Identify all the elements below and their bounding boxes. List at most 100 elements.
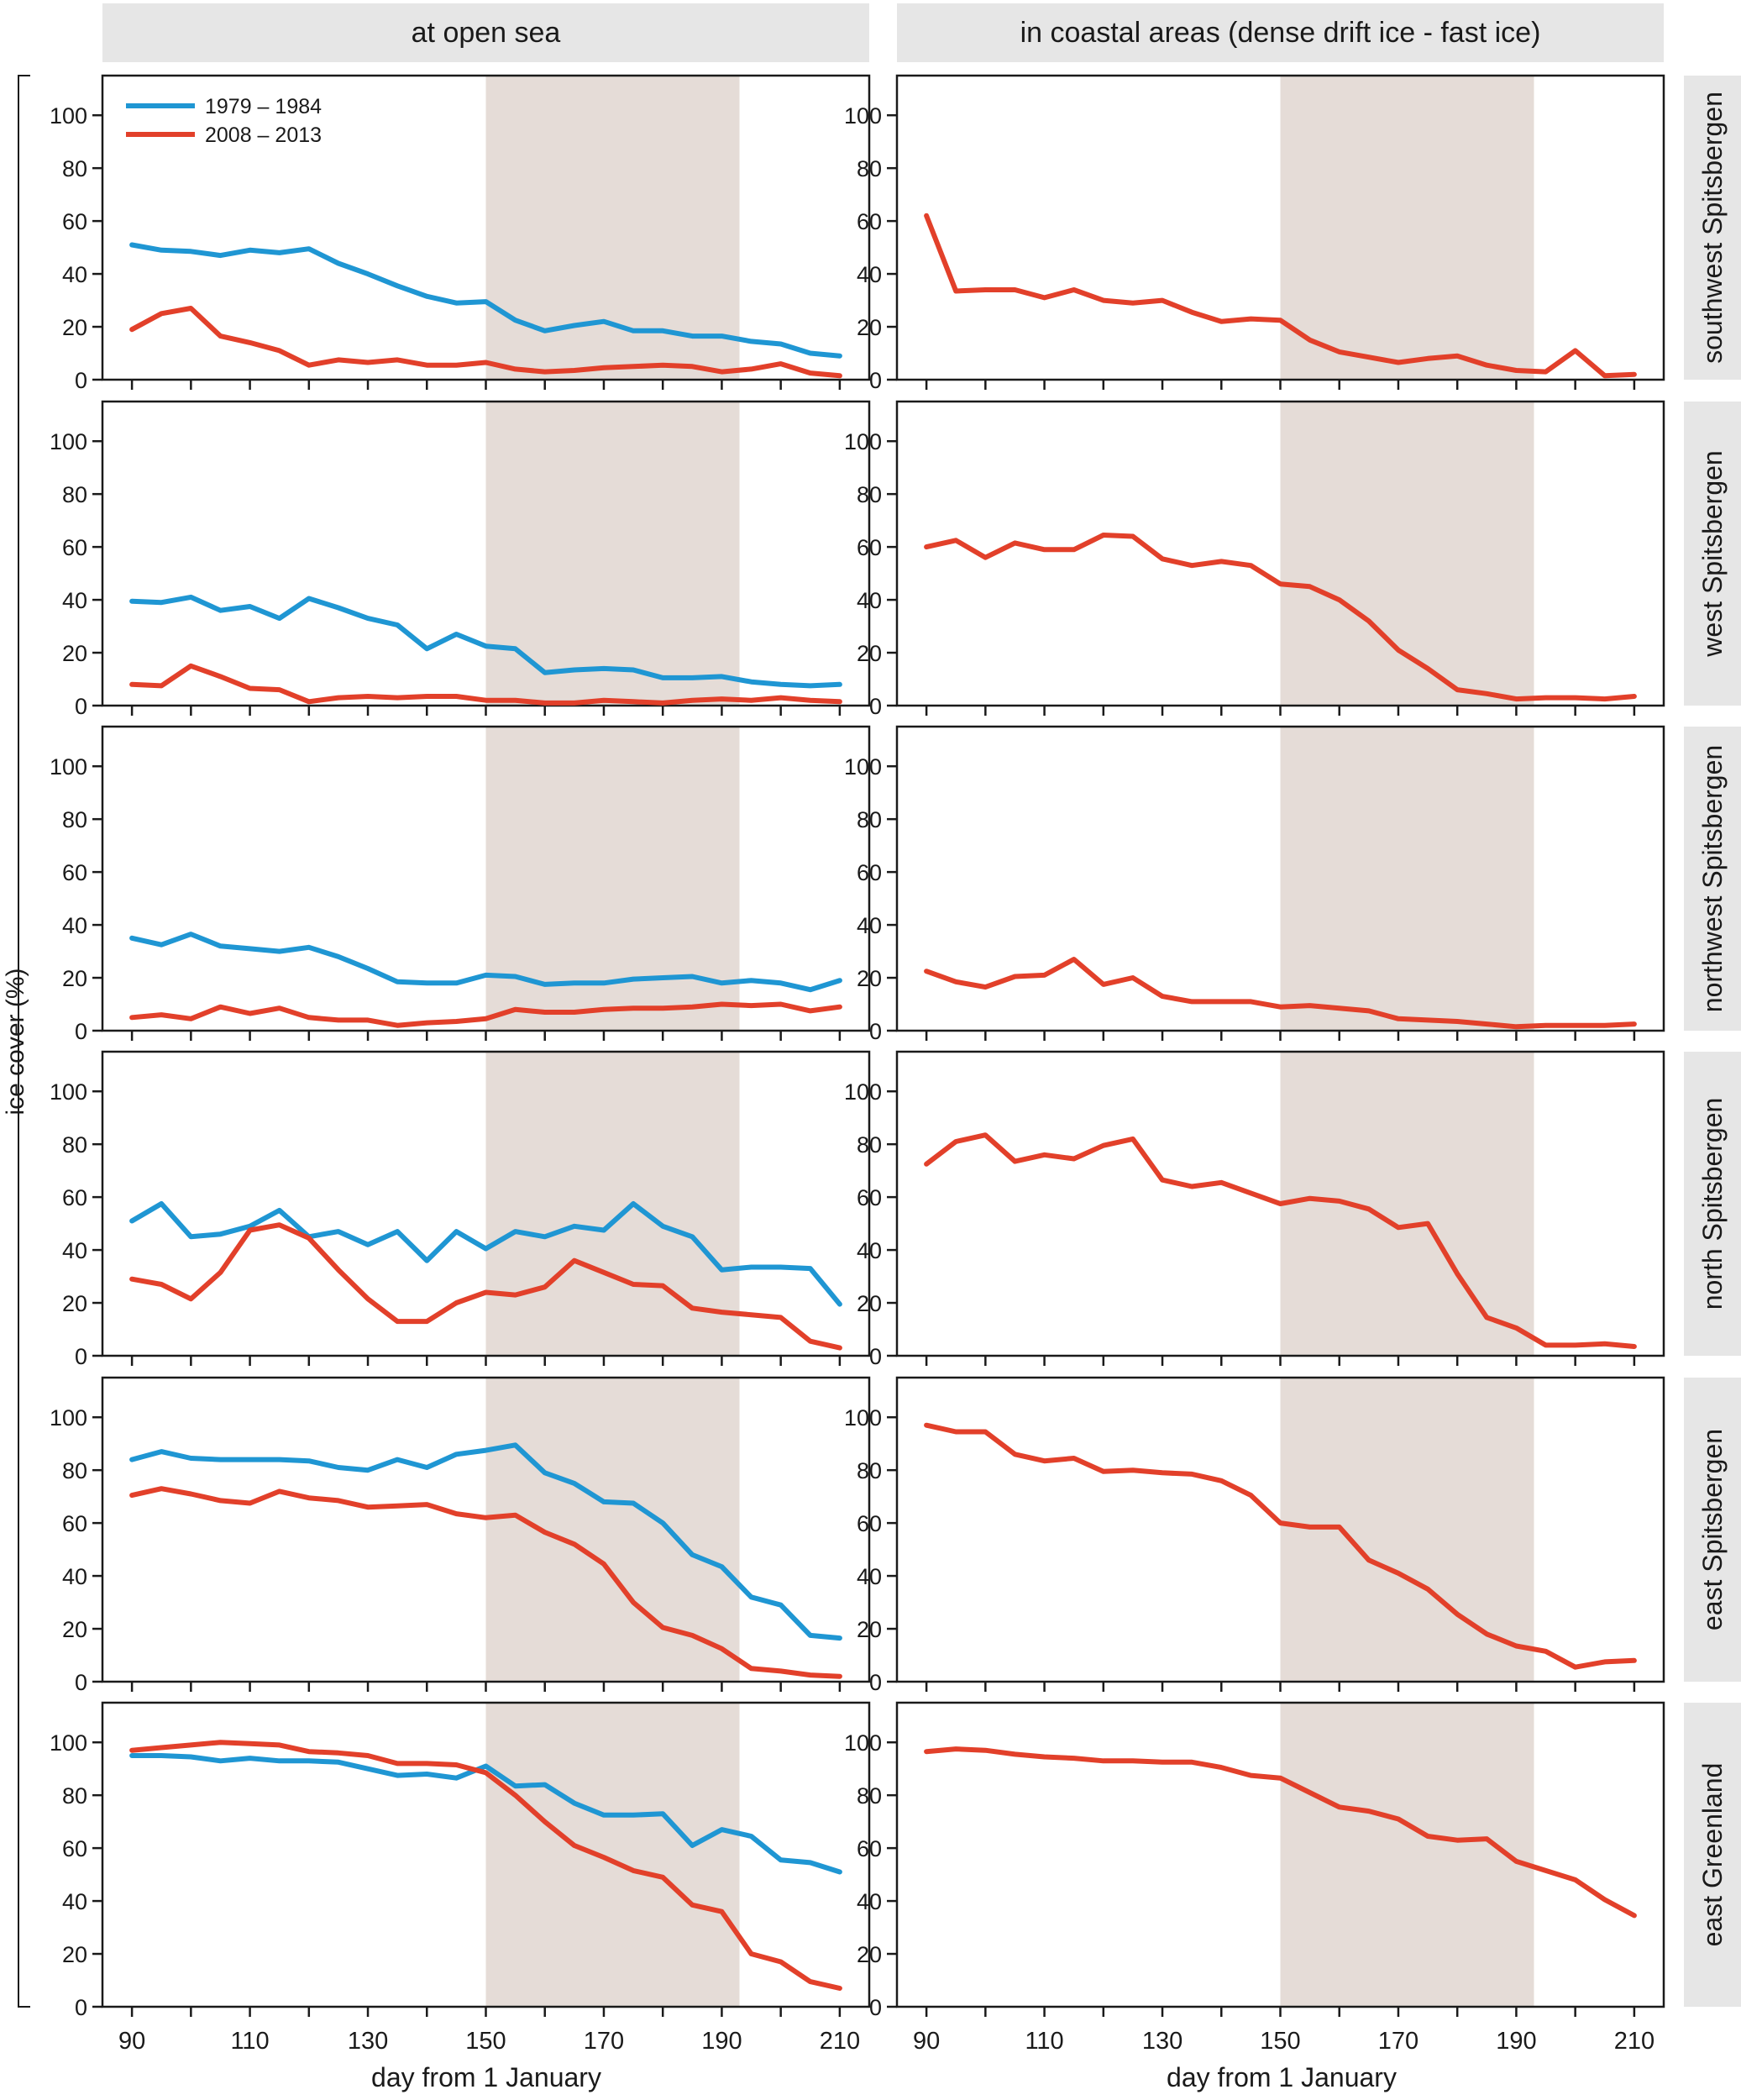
header-layer: at open sea in coastal areas (dense drift… (18, 3, 1741, 2008)
row-header-bg-northwest-spitsbergen (1684, 727, 1741, 1031)
y-tick-label: 20 (857, 966, 882, 991)
y-tick-label: 100 (844, 103, 882, 129)
y-tick-label: 20 (857, 1617, 882, 1642)
y-tick-label: 40 (857, 1889, 882, 1914)
y-tick-label: 80 (62, 1783, 87, 1809)
row-header-north-spitsbergen: north Spitsbergen (1697, 1098, 1728, 1310)
y-tick-label: 60 (857, 535, 882, 560)
row-header-bg-southwest-spitsbergen (1684, 76, 1741, 380)
y-tick-label: 0 (869, 368, 882, 393)
series-line-2008-2013 (129, 663, 842, 706)
y-tick-label: 40 (857, 262, 882, 287)
x-tick-label: 110 (1025, 2028, 1063, 2055)
y-tick-label: 20 (857, 1942, 882, 1967)
legend-label-1979-1984: 1979 – 1984 (205, 95, 322, 118)
y-tick-label: 0 (869, 1670, 882, 1695)
y-tick-label: 20 (62, 966, 87, 991)
series-line-1979-1984 (129, 1753, 842, 1875)
panel-northwest-spitsbergen-open-sea: 0 20 40 60 80 100 (50, 725, 871, 1044)
y-tick-label: 0 (75, 1995, 87, 2020)
y-tick-label: 100 (50, 103, 87, 129)
y-tick-label: 0 (75, 1670, 87, 1695)
y-tick-label: 80 (62, 1132, 87, 1158)
y-tick-label: 80 (857, 482, 882, 507)
y-tick-label: 60 (62, 209, 87, 234)
shaded-period (485, 1052, 740, 1356)
y-tick-label: 20 (857, 1291, 882, 1316)
y-tick-label: 80 (857, 807, 882, 832)
y-tick-label: 80 (857, 1783, 882, 1809)
series-line-2008-2013 (924, 1746, 1637, 1919)
row-header-northwest-spitsbergen: northwest Spitsbergen (1697, 745, 1728, 1012)
y-tick-label: 80 (62, 1458, 87, 1483)
series-line-2008-2013 (924, 1132, 1637, 1349)
y-tick-label: 40 (62, 913, 87, 938)
panel-west-spitsbergen-open-sea: 0 20 40 60 80 100 (50, 400, 871, 719)
y-tick-label: 80 (857, 156, 882, 181)
row-header-west-spitsbergen: west Spitsbergen (1697, 450, 1728, 657)
x-tick-label: 110 (230, 2028, 269, 2055)
panel-north-spitsbergen-coastal: 0 20 40 60 80 100 (844, 1050, 1665, 1369)
y-tick-label: 80 (62, 482, 87, 507)
y-tick-label: 100 (844, 1730, 882, 1756)
y-tick-label: 60 (857, 209, 882, 234)
series-line-2008-2013 (129, 1486, 842, 1679)
legend-label-2008-2013: 2008 – 2013 (205, 123, 322, 147)
series-line-2008-2013 (924, 213, 1637, 379)
column-header-0: at open sea (412, 17, 561, 49)
y-tick-label: 60 (857, 860, 882, 885)
series-line-2008-2013 (924, 957, 1637, 1030)
y-tick-label: 0 (75, 368, 87, 393)
shaded-period (1280, 727, 1534, 1031)
y-tick-label: 20 (857, 641, 882, 666)
x-tick-label: 210 (1614, 2028, 1654, 2055)
row-header-east-greenland: east Greenland (1697, 1763, 1728, 1947)
y-tick-label: 100 (50, 1079, 87, 1105)
shaded-period (485, 1703, 740, 2007)
y-tick-label: 60 (857, 1185, 882, 1210)
y-tick-label: 40 (857, 913, 882, 938)
y-tick-label: 40 (62, 262, 87, 287)
y-tick-label: 100 (844, 754, 882, 780)
x-tick-label: 170 (1378, 2028, 1418, 2055)
y-tick-label: 80 (62, 807, 87, 832)
y-tick-label: 80 (857, 1458, 882, 1483)
y-tick-label: 60 (857, 1836, 882, 1861)
panel-west-spitsbergen-coastal: 0 20 40 60 80 100 (844, 400, 1665, 719)
shaded-period (1280, 1703, 1534, 2007)
series-line-2008-2013 (129, 1001, 842, 1028)
panel-southwest-spitsbergen-coastal: 0 20 40 60 80 100 (844, 74, 1665, 393)
x-tick-label: 150 (465, 2028, 506, 2055)
x-tick-label: 170 (584, 2028, 624, 2055)
shaded-period (485, 76, 740, 380)
panel-north-spitsbergen-open-sea: 0 20 40 60 80 100 (50, 1050, 871, 1369)
series-line-2008-2013 (129, 1222, 842, 1351)
column-header-bg-1 (897, 3, 1664, 62)
row-header-southwest-spitsbergen: southwest Spitsbergen (1697, 92, 1728, 364)
y-tick-label: 0 (869, 694, 882, 719)
y-tick-label: 20 (62, 641, 87, 666)
y-tick-label: 0 (75, 1019, 87, 1044)
series-line-2008-2013 (129, 1740, 842, 1991)
y-tick-label: 40 (62, 1889, 87, 1914)
row-header-bg-east-spitsbergen (1684, 1378, 1741, 1682)
series-line-2008-2013 (924, 1422, 1637, 1670)
panel-east-greenland-coastal: 0 20 40 60 80 100 90 110 130 150 170 190 210 (844, 1701, 1665, 2055)
series-line-1979-1984 (129, 594, 842, 689)
shaded-period (485, 1378, 740, 1682)
x-tick-label: 210 (820, 2028, 860, 2055)
x-tick-label: 150 (1260, 2028, 1300, 2055)
panels-layer: 0 20 40 60 80 100 0 20 40 60 80 100 0 20 40 60 80 100 0 20 4… (50, 74, 1665, 2055)
y-tick-label: 100 (50, 1405, 87, 1431)
row-header-bg-east-greenland (1684, 1703, 1741, 2007)
panel-northwest-spitsbergen-coastal: 0 20 40 60 80 100 (844, 725, 1665, 1044)
shaded-period (485, 727, 740, 1031)
y-tick-label: 40 (857, 1238, 882, 1263)
x-axis-label-left: day from 1 January (371, 2062, 601, 2092)
y-tick-label: 40 (62, 1238, 87, 1263)
y-tick-label: 20 (62, 1617, 87, 1642)
y-tick-label: 0 (869, 1344, 882, 1369)
y-tick-label: 0 (869, 1019, 882, 1044)
row-header-east-spitsbergen: east Spitsbergen (1697, 1429, 1728, 1630)
